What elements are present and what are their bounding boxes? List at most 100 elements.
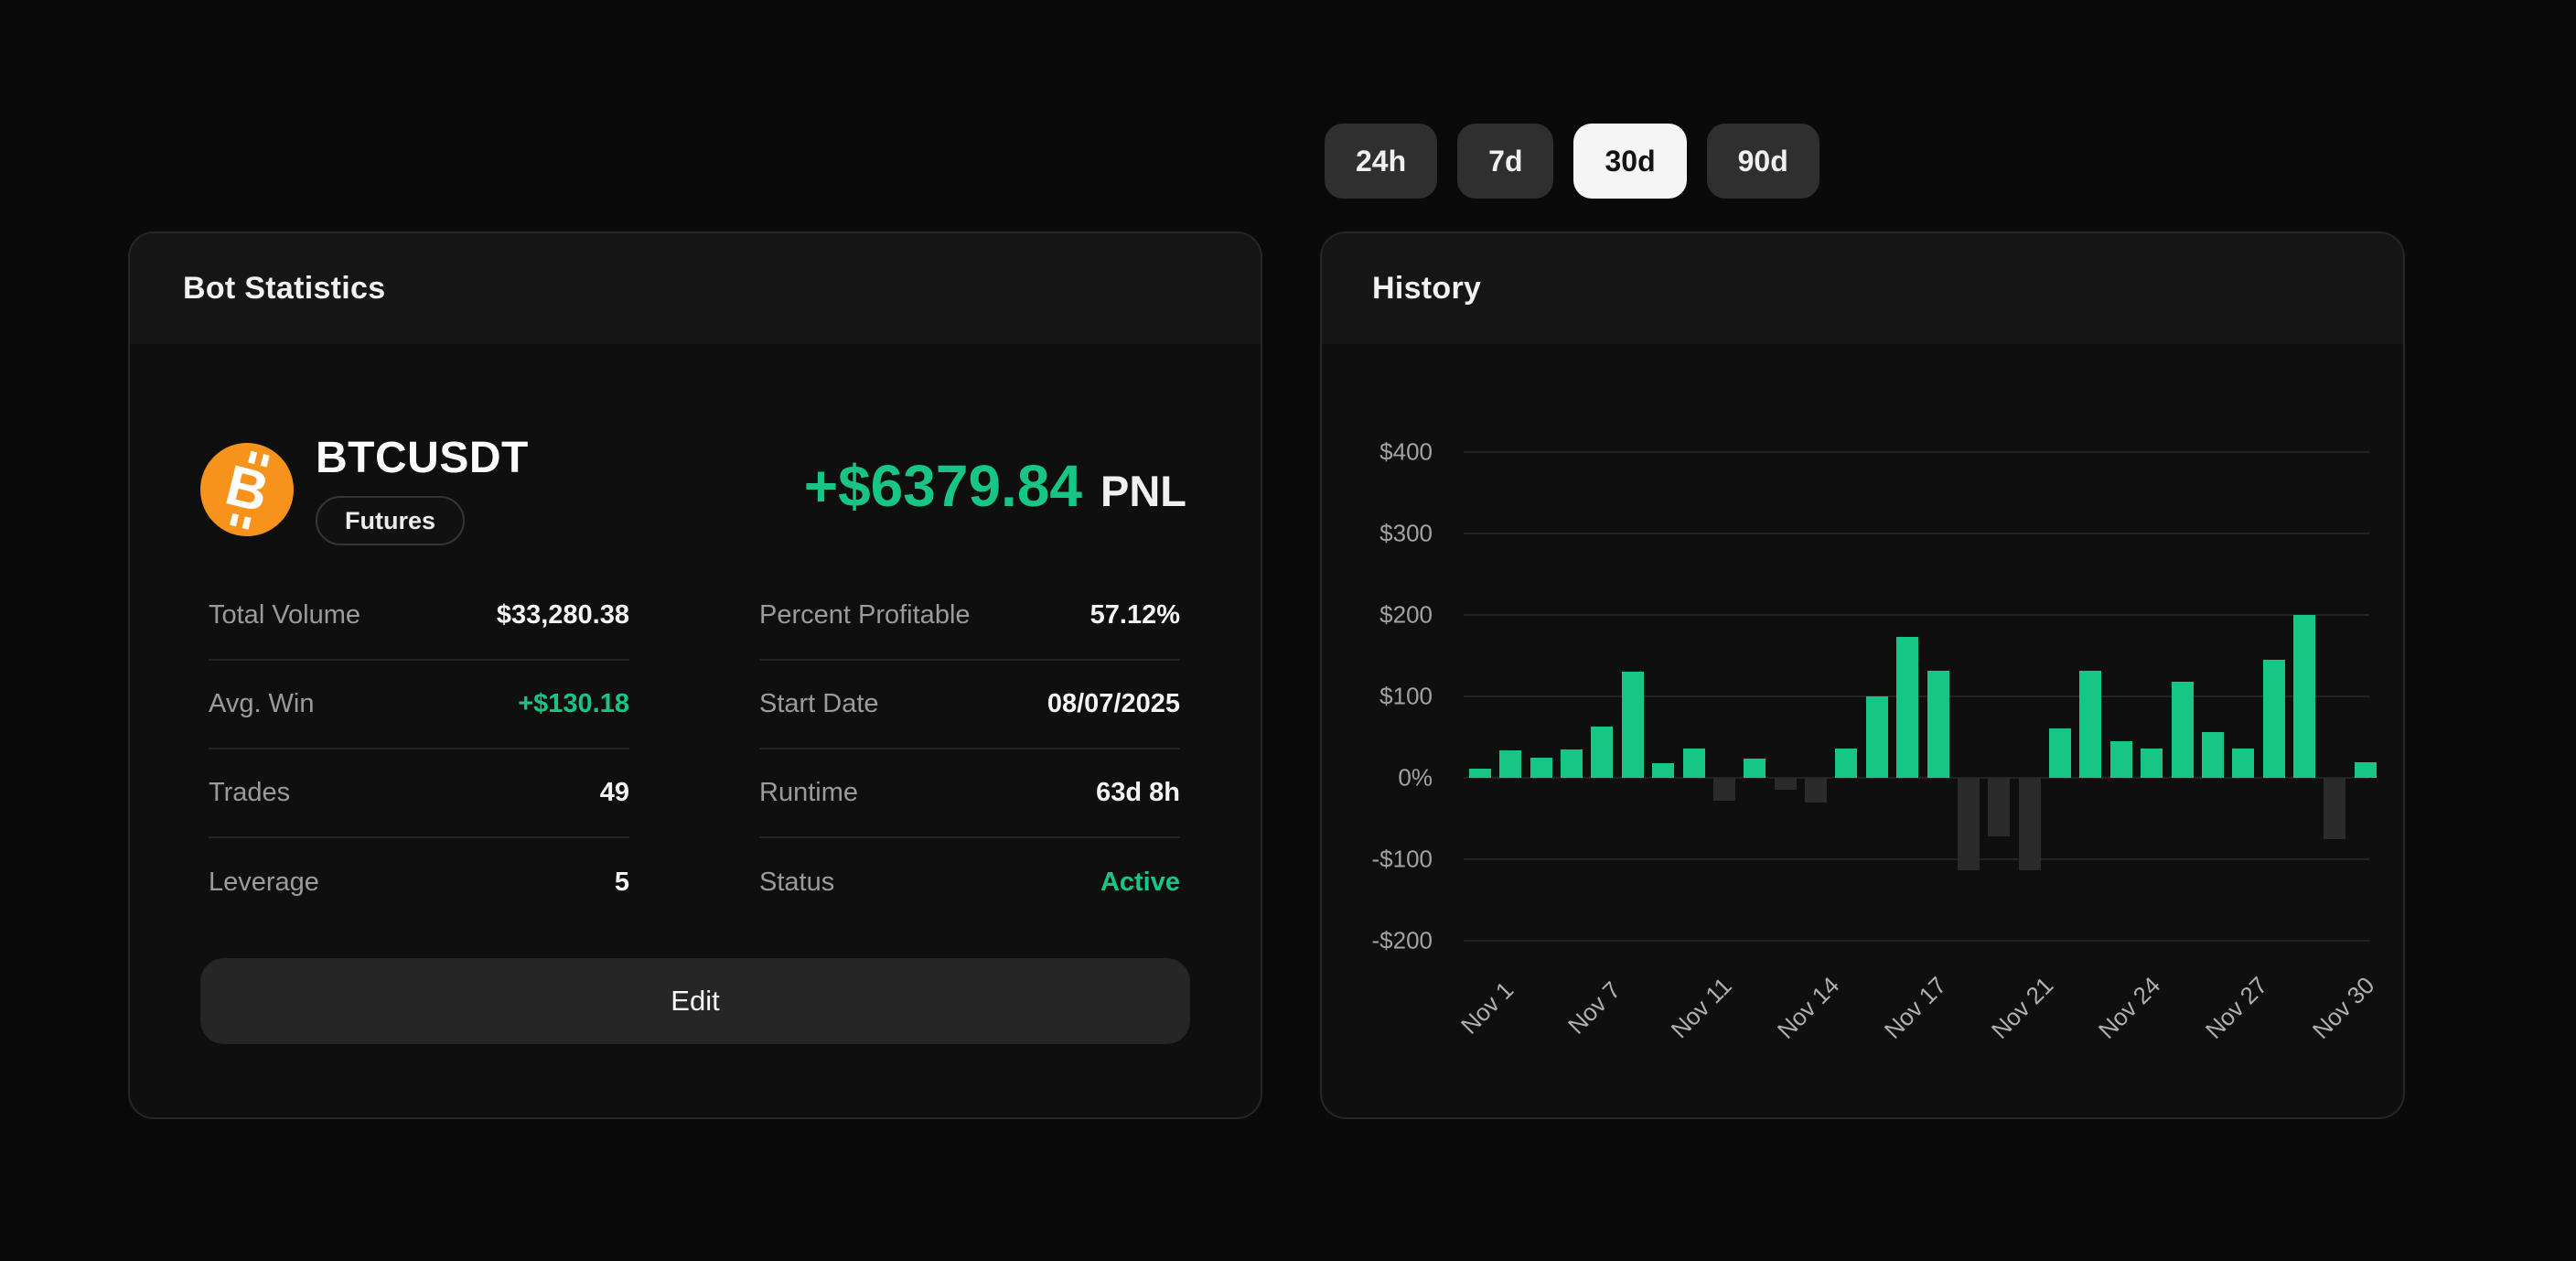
chart-bar-nov-3 <box>1530 757 1552 778</box>
history-card-title: History <box>1372 271 1482 306</box>
y-axis-tick-label: -$200 <box>1371 926 1433 954</box>
x-axis-tick-label: Nov 11 <box>1665 972 1737 1044</box>
period-button-90d[interactable]: 90d <box>1706 124 1819 199</box>
stat-row-start-date: Start Date 08/07/2025 <box>759 661 1180 749</box>
stat-value: 57.12% <box>1089 600 1180 630</box>
chart-bar-nov-9 <box>1712 778 1735 801</box>
chart-bar-nov-15 <box>1896 637 1919 778</box>
chart-bar-nov-17 <box>1957 778 1980 871</box>
chart-bar-nov-26 <box>2232 748 2255 778</box>
y-axis-tick-label: $200 <box>1379 600 1433 629</box>
symbol-row: B BTCUSDT Futures <box>200 433 529 545</box>
stat-label: Status <box>759 868 835 897</box>
period-button-30d[interactable]: 30d <box>1573 124 1687 199</box>
chart-bar-nov-16 <box>1927 671 1949 778</box>
chart-bar-nov-12 <box>1805 778 1828 803</box>
stat-label: Avg. Win <box>209 689 315 718</box>
history-card: History $400 $300 $200 $100 0% -$100 -$200 Nov … <box>1320 232 2405 1119</box>
stat-label: Runtime <box>759 778 858 807</box>
x-axis-tick-label: Nov 24 <box>2092 971 2166 1044</box>
stat-value: 5 <box>614 868 629 897</box>
period-button-24h[interactable]: 24h <box>1325 124 1438 199</box>
chart-bar-nov-11 <box>1774 778 1797 791</box>
pnl-bar-chart: $400 $300 $200 $100 0% -$100 -$200 Nov 1 Nov 7 No… <box>1322 344 2403 1117</box>
x-axis-tick-label: Nov 17 <box>1878 971 1952 1044</box>
stat-value: 63d 8h <box>1096 778 1180 807</box>
chart-bar-nov-7 <box>1652 762 1675 778</box>
chart-bar-nov-27 <box>2262 659 2285 778</box>
chart-bar-nov-19 <box>2018 778 2041 871</box>
stat-label: Total Volume <box>209 600 361 630</box>
market-type-badge: Futures <box>316 496 466 545</box>
stat-value: $33,280.38 <box>496 600 629 630</box>
chart-bar-nov-28 <box>2292 615 2315 778</box>
y-axis-tick-label: $400 <box>1379 437 1433 466</box>
bot-statistics-card: Bot Statistics B BTCUSDT Futures +$6379.… <box>128 232 1262 1119</box>
x-axis-tick-label: Nov 7 <box>1562 975 1626 1040</box>
status-badge: Active <box>1100 868 1180 897</box>
chart-bar-nov-1 <box>1469 769 1491 778</box>
chart-bar-nov-13 <box>1835 748 1858 778</box>
stat-value: 49 <box>599 778 629 807</box>
chart-bar-nov-8 <box>1682 748 1705 778</box>
chart-bar-nov-24 <box>2171 681 2194 778</box>
pnl-value: +$6379.84 <box>803 453 1082 519</box>
chart-bar-nov-25 <box>2201 732 2224 778</box>
chart-bar-nov-23 <box>2141 748 2163 778</box>
history-card-header: History <box>1322 233 2403 344</box>
chart-bar-nov-22 <box>2109 740 2132 778</box>
edit-button[interactable]: Edit <box>200 958 1190 1044</box>
chart-bar-nov-2 <box>1499 749 1522 778</box>
stat-row-percent-profitable: Percent Profitable 57.12% <box>759 572 1180 661</box>
chart-bar-nov-4 <box>1561 749 1583 778</box>
gridline <box>1464 777 2369 779</box>
chart-bar-nov-6 <box>1621 672 1644 778</box>
stat-label: Leverage <box>209 868 319 897</box>
chart-bar-nov-29 <box>2324 778 2346 839</box>
symbol-name: BTCUSDT <box>316 434 529 482</box>
bot-card-header: Bot Statistics <box>130 233 1261 344</box>
chart-bar-nov-10 <box>1744 758 1766 778</box>
stat-row-status: Status Active <box>759 838 1180 927</box>
period-button-7d[interactable]: 7d <box>1457 124 1554 199</box>
y-axis-tick-label: $300 <box>1379 519 1433 547</box>
gridline <box>1464 451 2369 453</box>
gridline <box>1464 858 2369 860</box>
gridline <box>1464 614 2369 616</box>
stats-column-right: Percent Profitable 57.12% Start Date 08/… <box>759 572 1180 927</box>
stat-row-leverage: Leverage 5 <box>209 838 629 927</box>
chart-bar-nov-18 <box>1988 778 2011 837</box>
chart-bar-nov-5 <box>1591 726 1614 778</box>
stat-row-total-volume: Total Volume $33,280.38 <box>209 572 629 661</box>
stat-label: Start Date <box>759 689 879 718</box>
stat-row-trades: Trades 49 <box>209 749 629 838</box>
gridline <box>1464 533 2369 534</box>
chart-bar-nov-14 <box>1865 696 1888 778</box>
stat-label: Trades <box>209 778 291 807</box>
stat-row-avg-win: Avg. Win +$130.18 <box>209 661 629 749</box>
chart-bar-nov-30 <box>2354 762 2377 778</box>
x-axis-tick-label: Nov 14 <box>1771 971 1845 1044</box>
stat-value: +$130.18 <box>518 689 629 718</box>
stats-grid: Total Volume $33,280.38 Avg. Win +$130.1… <box>209 572 1180 927</box>
pnl-suffix-label: PNL <box>1100 467 1186 515</box>
chart-bar-nov-21 <box>2079 671 2102 778</box>
pnl-row: +$6379.84 PNL <box>804 452 1186 520</box>
gridline <box>1464 940 2369 942</box>
stats-column-left: Total Volume $33,280.38 Avg. Win +$130.1… <box>209 572 629 927</box>
y-axis-tick-label: 0% <box>1398 763 1433 792</box>
period-selector: 24h 7d 30d 90d <box>1325 124 1819 199</box>
stat-value: 08/07/2025 <box>1046 689 1180 718</box>
bitcoin-icon: B <box>200 442 294 536</box>
x-axis-tick-label: Nov 1 <box>1455 975 1519 1040</box>
bot-card-title: Bot Statistics <box>183 271 386 306</box>
chart-bar-nov-20 <box>2049 728 2072 778</box>
y-axis-tick-label: $100 <box>1379 682 1433 710</box>
x-axis-tick-label: Nov 21 <box>1985 971 2059 1044</box>
stat-label: Percent Profitable <box>759 600 971 630</box>
stat-row-runtime: Runtime 63d 8h <box>759 749 1180 838</box>
x-axis-tick-label: Nov 27 <box>2199 971 2273 1044</box>
y-axis-tick-label: -$100 <box>1371 845 1433 873</box>
bitcoin-b-glyph: B <box>220 450 274 530</box>
x-axis-tick-label: Nov 30 <box>2306 971 2380 1044</box>
